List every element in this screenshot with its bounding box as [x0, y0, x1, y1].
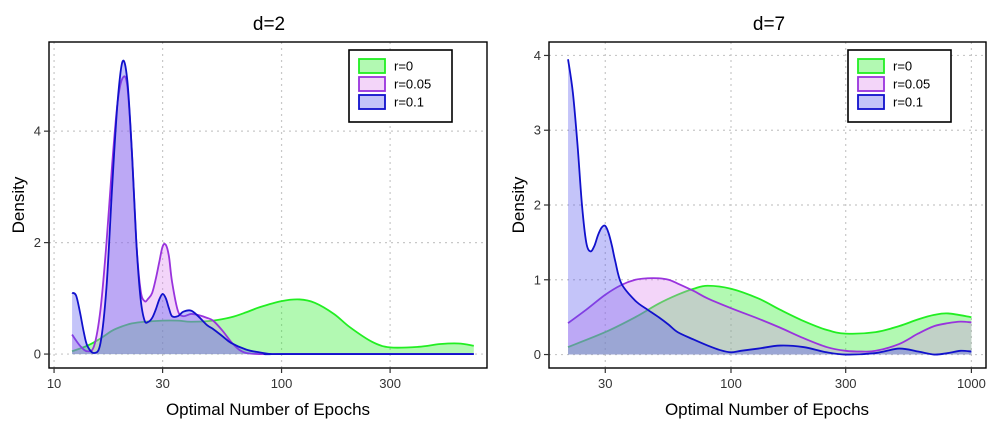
legend-label: r=0.1 — [893, 95, 923, 110]
series-line-1 — [71, 75, 474, 356]
y-tick-label: 4 — [34, 124, 41, 139]
x-axis-label: Optimal Number of Epochs — [665, 400, 869, 419]
y-tick-label: 1 — [534, 272, 541, 287]
x-tick-label: 1000 — [957, 376, 986, 391]
legend-key-2 — [358, 94, 386, 110]
axis-ticks: 10 30 100 300 0 2 4 — [34, 124, 401, 391]
legend-label: r=0.05 — [394, 77, 431, 92]
panel-d2: d=2 10 30 100 300 0 2 4 Optimal Number of Epoc… — [9, 14, 488, 419]
y-tick-label: 0 — [534, 347, 541, 362]
x-tick-label: 100 — [720, 376, 742, 391]
series-line-0 — [567, 284, 972, 348]
legend-key-1 — [358, 76, 386, 92]
x-tick-label: 10 — [47, 376, 61, 391]
series-line-2 — [71, 59, 474, 356]
axis-ticks: 30 100 300 1000 0 1 2 3 4 — [534, 48, 986, 391]
legend-box — [847, 49, 952, 123]
chart-title: d=7 — [753, 14, 785, 35]
x-tick-label: 100 — [271, 376, 293, 391]
grid — [549, 42, 986, 368]
x-tick-label: 30 — [598, 376, 612, 391]
legend-key-1 — [857, 76, 885, 92]
series-line-1 — [567, 277, 972, 353]
series-areas — [567, 59, 972, 356]
legend-key-2 — [857, 94, 885, 110]
x-tick-label: 300 — [379, 376, 401, 391]
panel-d7: d=7 30 100 300 1000 0 1 2 3 4 Optimal Number of … — [509, 14, 987, 419]
legend-label: r=0.05 — [893, 77, 930, 92]
chart-title: d=2 — [253, 14, 285, 35]
y-tick-label: 2 — [534, 198, 541, 213]
x-tick-label: 300 — [835, 376, 857, 391]
series-area-1 — [568, 278, 972, 355]
legend: r=0 r=0.05 r=0.1 — [847, 49, 952, 123]
series-line-2 — [567, 59, 972, 356]
legend-label: r=0 — [893, 59, 912, 74]
y-tick-label: 2 — [34, 235, 41, 250]
legend-label: r=0 — [394, 59, 413, 74]
series-area-2 — [568, 59, 972, 355]
series-area-2 — [72, 60, 474, 355]
legend-key-0 — [358, 58, 386, 74]
series-area-0 — [72, 299, 474, 355]
legend-label: r=0.1 — [394, 95, 424, 110]
y-axis-label: Density — [509, 176, 528, 233]
y-tick-label: 3 — [534, 123, 541, 138]
y-tick-label: 4 — [534, 48, 541, 63]
series-line-0 — [71, 298, 474, 353]
series-area-0 — [568, 285, 972, 355]
y-axis-label: Density — [9, 176, 28, 233]
plot-border — [48, 41, 488, 369]
legend: r=0 r=0.05 r=0.1 — [348, 49, 453, 123]
x-tick-label: 30 — [155, 376, 169, 391]
legend-key-0 — [857, 58, 885, 74]
x-axis-label: Optimal Number of Epochs — [166, 400, 370, 419]
y-tick-label: 0 — [34, 347, 41, 362]
series-areas — [71, 59, 474, 356]
legend-box — [348, 49, 453, 123]
